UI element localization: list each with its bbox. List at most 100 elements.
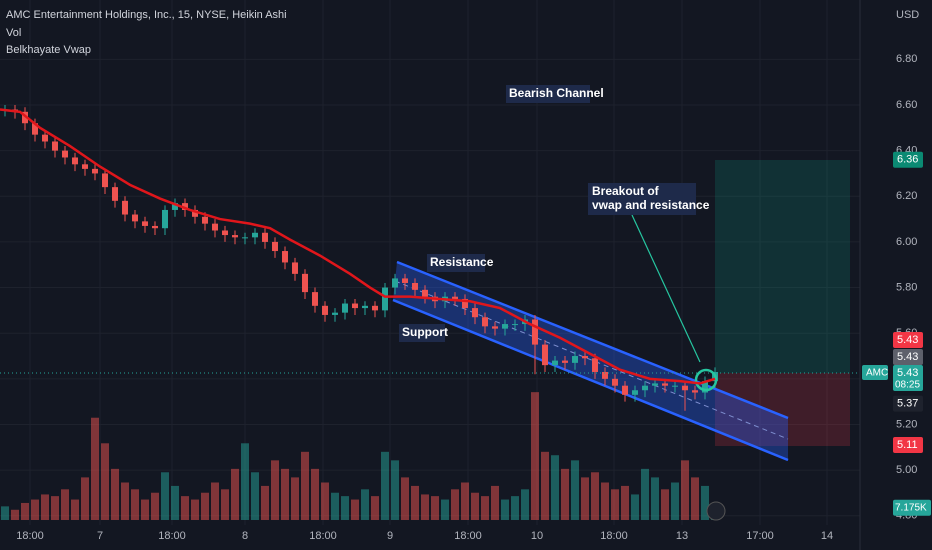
candle-body	[472, 308, 478, 318]
volume-bar	[451, 489, 459, 520]
x-tick-label: 9	[387, 530, 393, 542]
volume-bar	[681, 460, 689, 520]
volume-bar	[321, 482, 329, 520]
candle-body	[212, 223, 218, 231]
volume-bar	[441, 499, 449, 520]
annotation: Support	[402, 325, 448, 339]
candle-body	[412, 282, 418, 290]
volume-bar	[431, 496, 439, 520]
label-box	[506, 85, 590, 103]
volume-bar	[381, 451, 389, 520]
candle-body	[192, 209, 198, 217]
candle-body	[292, 262, 298, 274]
candle-body	[92, 168, 98, 174]
volume-label-box	[893, 499, 931, 516]
candle-body	[352, 303, 358, 309]
volume-bar	[591, 472, 599, 520]
loss-zone	[715, 373, 850, 446]
price-label-box	[893, 395, 923, 412]
countdown: 08:25	[895, 380, 920, 391]
x-tick-label: 10	[531, 530, 543, 542]
volume-bar	[11, 509, 19, 520]
candle-body	[392, 278, 398, 288]
candle-body	[402, 278, 408, 283]
volume-bar	[51, 496, 59, 520]
candle-body	[622, 385, 628, 395]
volume-bar	[201, 492, 209, 520]
volume-bar	[661, 489, 669, 520]
volume-bar	[171, 485, 179, 520]
y-tick-label: 5.20	[896, 418, 917, 430]
volume-bar	[1, 506, 9, 520]
price-label: 6.36	[897, 154, 918, 166]
candle-body	[32, 123, 38, 135]
volume-bar	[91, 417, 99, 520]
candle-body	[502, 324, 508, 329]
price-label-box	[893, 151, 923, 168]
price-label-box	[893, 331, 923, 348]
candles	[2, 104, 718, 411]
candle-body	[662, 383, 668, 386]
candle-body	[582, 356, 588, 359]
volume-bar	[461, 482, 469, 520]
volume-bar	[571, 460, 579, 520]
arrow	[631, 214, 701, 363]
x-tick-label: 7	[97, 530, 103, 542]
volume-bar	[511, 496, 519, 520]
annotation: vwap and resistance	[592, 198, 710, 212]
candle-body	[132, 214, 138, 222]
volume-bar	[691, 477, 699, 520]
x-tick-label: 18:00	[454, 530, 482, 542]
candle-body	[112, 187, 118, 201]
volume-bar	[401, 477, 409, 520]
candle-body	[512, 324, 518, 326]
candle-body	[62, 150, 68, 158]
legend-item: Belkhayate Vwap	[6, 44, 91, 56]
y-tick-label: 6.00	[896, 236, 917, 248]
volume-label: 7.175K	[895, 502, 927, 513]
volume-bar	[671, 482, 679, 520]
volume-bar	[101, 443, 109, 520]
candle-body	[572, 356, 578, 363]
last-price-box	[893, 364, 923, 391]
volume-bar	[131, 489, 139, 520]
volume-bar	[391, 460, 399, 520]
volume-bar	[371, 496, 379, 520]
price-label-box	[893, 348, 923, 365]
volume-bar	[251, 472, 259, 520]
candle-body	[162, 209, 168, 229]
candle-body	[372, 305, 378, 311]
volume-bar	[21, 502, 29, 520]
volume-bar	[41, 494, 49, 520]
profit-zone	[715, 160, 850, 373]
volume-bar	[411, 485, 419, 520]
volume-bar	[261, 485, 269, 520]
price-label: 5.43	[897, 351, 918, 363]
volume-bar	[71, 499, 79, 520]
candle-body	[172, 203, 178, 210]
price-label: 5.11	[897, 439, 918, 451]
candle-body	[72, 157, 78, 165]
candle-body	[382, 287, 388, 311]
candle-body	[122, 200, 128, 215]
volume-bar	[211, 482, 219, 520]
candle-body	[532, 319, 538, 345]
y-tick-label: 5.80	[896, 281, 917, 293]
label-box	[399, 324, 445, 342]
candle-body	[632, 390, 638, 395]
x-tick-label: 13	[676, 530, 688, 542]
channel-lower	[392, 298, 789, 462]
chart-title: AMC Entertainment Holdings, Inc., 15, NY…	[6, 9, 287, 21]
candle-body	[672, 385, 678, 387]
candle-body	[82, 164, 88, 169]
x-tick-label: 18:00	[158, 530, 186, 542]
volume-bar	[231, 468, 239, 520]
candle-body	[22, 111, 28, 124]
y-tick-label: 6.20	[896, 190, 917, 202]
candle-body	[462, 298, 468, 309]
candle-body	[652, 383, 658, 386]
candle-body	[332, 312, 338, 315]
replay-button[interactable]	[706, 501, 726, 521]
candle-body	[542, 344, 548, 366]
candle-body	[142, 221, 148, 226]
